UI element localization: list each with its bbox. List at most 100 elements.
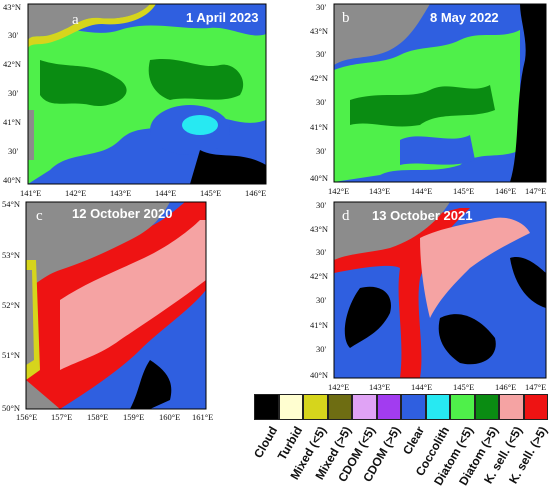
lat-tick: 40°N: [310, 173, 328, 183]
lat-tick: 40°N: [3, 175, 21, 185]
lat-tick: 30': [8, 88, 19, 98]
lon-tick: 161°E: [192, 412, 213, 422]
lat-tick: 50°N: [2, 403, 20, 413]
lat-tick: 43°N: [3, 2, 21, 12]
lon-tick: 144°E: [155, 188, 176, 198]
panel-b: b 8 May 2022 142°E 143°E 144°E 145°E 146…: [280, 0, 550, 205]
panel-d: d 13 October 2021 142°E 143°E 144°E 145°…: [280, 198, 550, 394]
lat-tick: 30': [316, 344, 327, 354]
map-c-land-southwest: [26, 380, 60, 409]
lon-tick: 145°E: [453, 382, 474, 392]
legend-swatch: [523, 394, 548, 420]
panel-c-date: 12 October 2020: [72, 206, 172, 221]
lon-tick: 157°E: [51, 412, 72, 422]
map-b-cloud: [510, 4, 546, 182]
map-d-cloud-1: [344, 286, 391, 348]
lat-tick: 43°N: [310, 26, 328, 36]
panel-c-lat-ticks: 54°N 53°N 52°N 51°N 50°N: [2, 199, 20, 413]
map-d-cloud-3: [510, 256, 546, 308]
panel-c-letter: c: [36, 208, 43, 224]
lon-tick: 159°E: [123, 412, 144, 422]
lat-tick: 42°N: [3, 59, 21, 69]
lon-tick: 143°E: [369, 382, 390, 392]
legend-swatch: [376, 394, 401, 420]
legend-swatch: [425, 394, 450, 420]
map-d-land: [334, 202, 450, 260]
panel-a: a 1 April 2023 141°E 142°E 143°E 144°E 1…: [0, 0, 270, 205]
map-b-diatom-dense: [350, 85, 495, 127]
lon-tick: 142°E: [328, 186, 349, 196]
lon-tick: 147°E: [525, 186, 546, 196]
lon-tick: 146°E: [495, 186, 516, 196]
panel-a-date: 1 April 2023: [186, 10, 259, 25]
lon-tick: 146°E: [245, 188, 266, 198]
map-a-eddy-core: [182, 115, 218, 135]
lat-tick: 41°N: [3, 117, 21, 127]
lat-tick: 42°N: [310, 73, 328, 83]
map-a-land-west: [28, 110, 34, 160]
map-a-diatom-dense-2: [148, 58, 244, 100]
legend-swatch: [401, 394, 426, 420]
lon-tick: 143°E: [369, 186, 390, 196]
panel-c-lon-ticks: 156°E 157°E 158°E 159°E 160°E 161°E: [16, 412, 213, 422]
lat-tick: 30': [316, 97, 327, 107]
map-b-clear-band: [400, 135, 475, 165]
map-c-ksell-light: [60, 220, 206, 370]
lat-tick: 30': [316, 247, 327, 257]
map-a-frame: [27, 3, 267, 185]
panel-b-letter: b: [342, 10, 350, 26]
lat-tick: 30': [316, 49, 327, 59]
map-d-frame: [333, 201, 547, 379]
panel-d-lat-ticks: 30' 43°N 30' 42°N 30' 41°N 30' 40°N: [310, 200, 328, 380]
map-c-cloud: [130, 360, 172, 409]
lat-tick: 53°N: [2, 250, 20, 260]
lat-tick: 30': [316, 2, 327, 12]
panel-a-lon-ticks: 141°E 142°E 143°E 144°E 145°E 146°E: [20, 188, 266, 198]
lon-tick: 145°E: [453, 186, 474, 196]
legend-swatch: [327, 394, 352, 420]
lat-tick: 30': [8, 146, 19, 156]
lon-tick: 142°E: [328, 382, 349, 392]
lat-tick: 30': [316, 295, 327, 305]
panel-d-letter: d: [342, 208, 350, 224]
lon-tick: 146°E: [495, 382, 516, 392]
legend-swatch: [303, 394, 328, 420]
panel-a-lat-ticks: 43°N 30' 42°N 30' 41°N 30' 40°N: [3, 2, 21, 185]
lon-tick: 147°E: [525, 382, 546, 392]
lon-tick: 144°E: [411, 382, 432, 392]
lon-tick: 145°E: [200, 188, 221, 198]
panel-c: c 12 October 2020 156°E 157°E 158°E 159°…: [0, 199, 240, 425]
lat-tick: 41°N: [310, 122, 328, 132]
legend-swatch: [499, 394, 524, 420]
lat-tick: 52°N: [2, 300, 20, 310]
lat-tick: 40°N: [310, 370, 328, 380]
map-c-land-west: [26, 270, 34, 365]
map-c-frame: [25, 201, 207, 410]
map-b-frame: [333, 3, 547, 183]
panel-a-letter: a: [72, 12, 79, 28]
lat-tick: 30': [316, 146, 327, 156]
legend-swatch: [254, 394, 279, 420]
lat-tick: 54°N: [2, 199, 20, 209]
lat-tick: 51°N: [2, 350, 20, 360]
map-b-land: [334, 4, 430, 65]
class-legend: Cloud Turbid Mixed (<5) Mixed (>5) CDOM (<5)…: [251, 394, 550, 498]
lon-tick: 160°E: [159, 412, 180, 422]
lat-tick: 42°N: [310, 271, 328, 281]
map-a-coast-mixed: [28, 4, 156, 48]
map-d-cloud-2: [438, 314, 496, 365]
legend-swatch: [450, 394, 475, 420]
lat-tick: 43°N: [310, 224, 328, 234]
lon-tick: 144°E: [411, 186, 432, 196]
panel-b-date: 8 May 2022: [430, 10, 499, 25]
lon-tick: 143°E: [110, 188, 131, 198]
panel-b-lon-ticks: 142°E 143°E 144°E 145°E 146°E 147°E: [328, 186, 546, 196]
legend-swatch: [352, 394, 377, 420]
map-a-land: [28, 4, 150, 40]
lat-tick: 30': [316, 200, 327, 210]
lat-tick: 41°N: [310, 320, 328, 330]
map-a-diatom-dense: [40, 60, 127, 106]
legend-swatch: [278, 394, 303, 420]
lon-tick: 158°E: [87, 412, 108, 422]
lon-tick: 156°E: [16, 412, 37, 422]
